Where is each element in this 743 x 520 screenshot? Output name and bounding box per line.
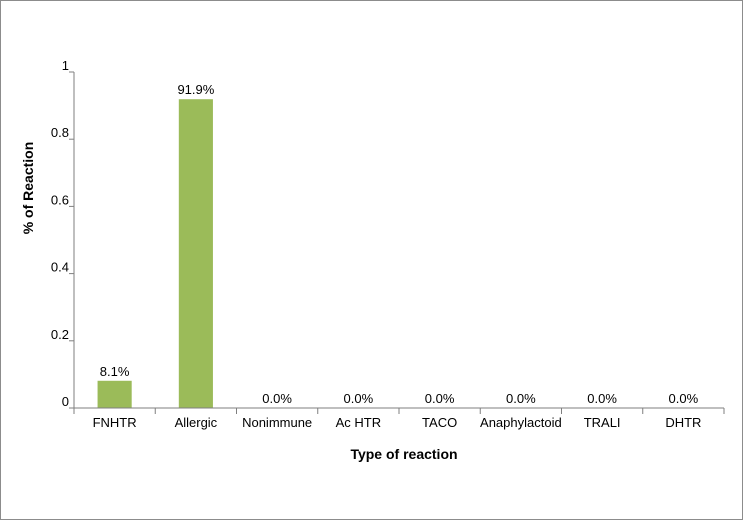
data-label: 0.0%	[262, 391, 292, 406]
bar-allergic	[178, 99, 213, 408]
x-tick-label: TACO	[422, 415, 457, 430]
data-label: 0.0%	[344, 391, 374, 406]
x-tick-label: FNHTR	[93, 415, 137, 430]
y-tick-label: 1	[62, 58, 69, 73]
x-tick-label: Nonimmune	[242, 415, 312, 430]
x-axis-ticks: FNHTR Allergic Nonimmune Ac HTR TACO Anaphyla…	[73, 408, 725, 430]
y-tick-label: 0.2	[51, 327, 69, 342]
y-tick-label: 0.4	[51, 260, 69, 275]
data-label: 8.1%	[100, 364, 130, 379]
x-tick-label: TRALI	[584, 415, 621, 430]
y-axis-ticks: 0 0.2 0.4 0.6 0.8 1	[51, 58, 74, 409]
x-tick-label: Allergic	[175, 415, 218, 430]
data-label: 0.0%	[425, 391, 455, 406]
x-axis-title: Type of reaction	[350, 446, 457, 462]
y-tick-label: 0.8	[51, 125, 69, 140]
data-label: 0.0%	[587, 391, 617, 406]
y-tick-label: 0	[62, 394, 69, 409]
y-axis-title: % of Reaction	[20, 142, 36, 235]
data-label: 0.0%	[506, 391, 536, 406]
x-tick-label: DHTR	[665, 415, 701, 430]
x-tick-label: Ac HTR	[336, 415, 382, 430]
x-tick-label: Anaphylactoid	[480, 415, 562, 430]
data-label: 91.9%	[177, 82, 214, 97]
y-tick-label: 0.6	[51, 192, 69, 207]
data-label: 0.0%	[669, 391, 699, 406]
bar-fnhtr	[97, 380, 132, 408]
bars: 8.1% 91.9% 0.0% 0.0% 0.0% 0.0% 0.0% 0.0%	[97, 82, 699, 408]
